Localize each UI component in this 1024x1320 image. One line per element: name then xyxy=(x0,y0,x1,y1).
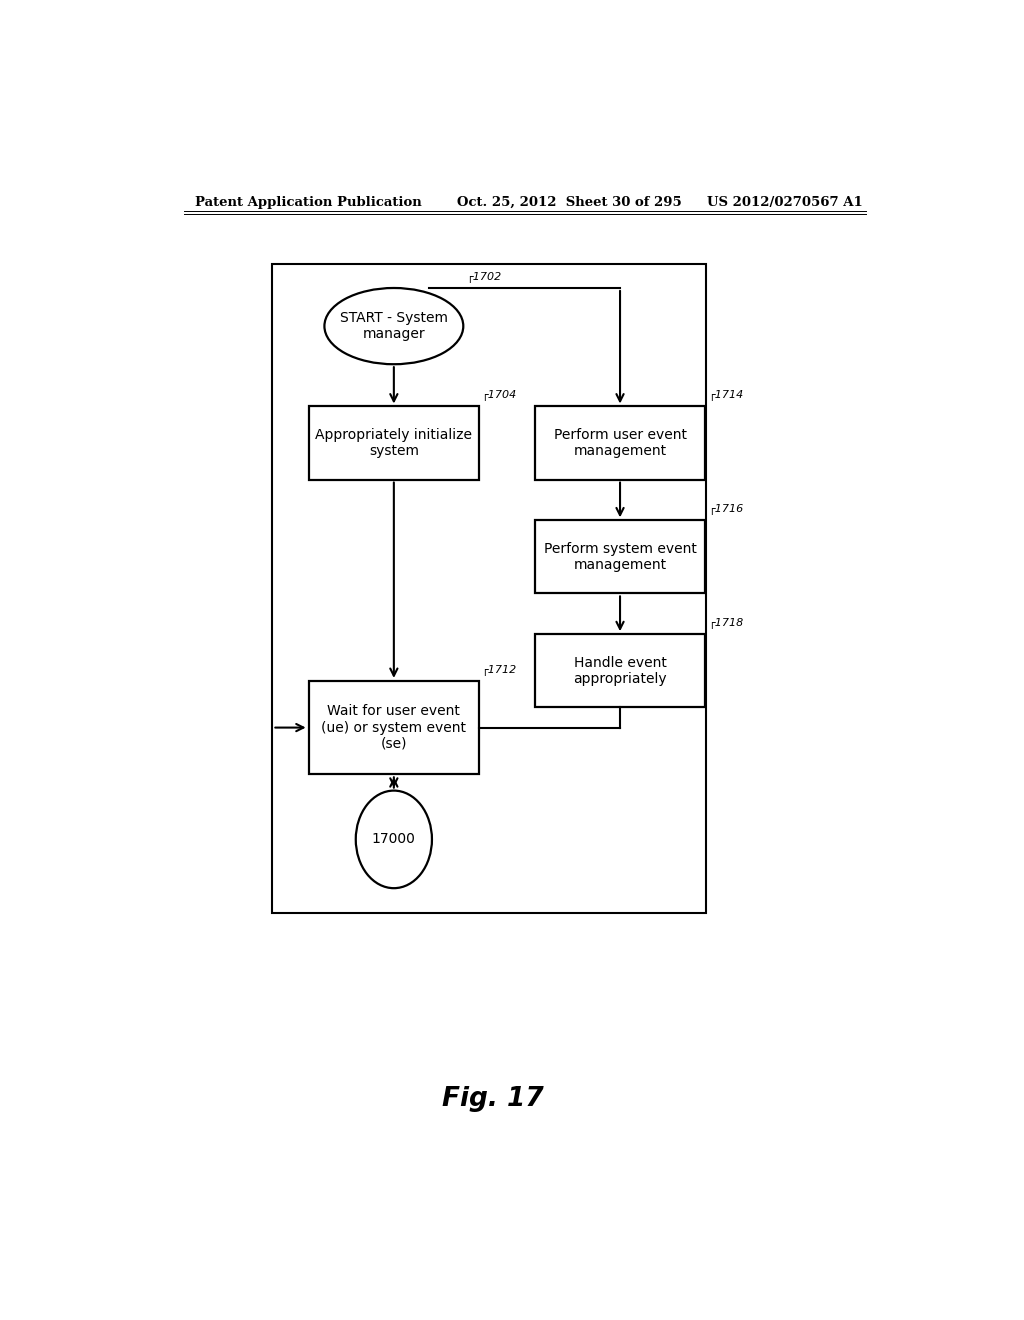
Text: US 2012/0270567 A1: US 2012/0270567 A1 xyxy=(708,195,863,209)
Ellipse shape xyxy=(325,288,463,364)
Bar xyxy=(272,264,706,912)
Bar xyxy=(535,520,706,594)
Text: Appropriately initialize
system: Appropriately initialize system xyxy=(315,428,472,458)
Text: 17000: 17000 xyxy=(372,833,416,846)
Text: Perform user event
management: Perform user event management xyxy=(554,428,686,458)
Text: Fig. 17: Fig. 17 xyxy=(442,1085,544,1111)
Text: ┌1704: ┌1704 xyxy=(481,391,517,401)
Text: ┌1718: ┌1718 xyxy=(708,618,743,630)
Circle shape xyxy=(355,791,432,888)
Text: ┌1714: ┌1714 xyxy=(708,391,743,401)
Text: ┌1716: ┌1716 xyxy=(708,504,743,515)
Text: Handle event
appropriately: Handle event appropriately xyxy=(573,656,667,686)
Text: Wait for user event
(ue) or system event
(se): Wait for user event (ue) or system event… xyxy=(322,705,466,751)
Bar xyxy=(308,681,479,775)
Text: Perform system event
management: Perform system event management xyxy=(544,541,696,572)
Text: Patent Application Publication: Patent Application Publication xyxy=(196,195,422,209)
Text: START - System
manager: START - System manager xyxy=(340,312,447,341)
Text: Oct. 25, 2012  Sheet 30 of 295: Oct. 25, 2012 Sheet 30 of 295 xyxy=(458,195,682,209)
Text: ┌1702: ┌1702 xyxy=(466,272,501,282)
Bar xyxy=(308,407,479,479)
Bar xyxy=(535,407,706,479)
Text: ┌1712: ┌1712 xyxy=(481,665,517,676)
Bar xyxy=(535,634,706,708)
